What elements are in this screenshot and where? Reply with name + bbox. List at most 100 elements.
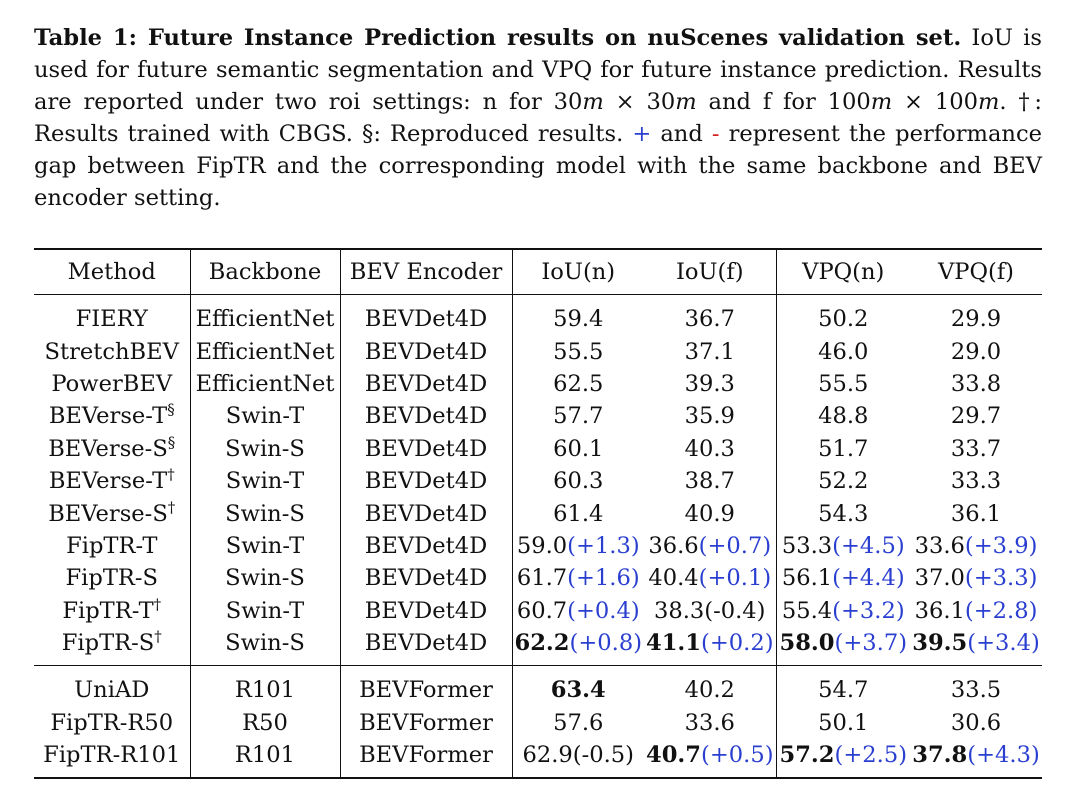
cell-gap: (+3.9) bbox=[964, 532, 1038, 559]
cell-backbone: Swin-S bbox=[190, 626, 341, 666]
cell-bev-encoder: BEVDet4D bbox=[340, 529, 513, 563]
cell-gap: (+4.3) bbox=[967, 742, 1040, 769]
cell-method: UniAD bbox=[34, 665, 191, 707]
cell-vpq-f: 29.9 bbox=[910, 295, 1042, 336]
cell-iou-f: 38.7 bbox=[644, 464, 777, 498]
cell-value: 46.0 bbox=[818, 338, 869, 365]
cell-value: 33.7 bbox=[950, 435, 1002, 462]
cell-method: BEVerse-T§ bbox=[34, 400, 191, 433]
table-row: BEVerse-S§ Swin-S BEVDet4D 60.1 40.3 51.7 33.7 bbox=[34, 432, 1042, 465]
cell-vpq-f: 29.7 bbox=[910, 400, 1042, 432]
results-table: Method Backbone BEV Encoder IoU(n) IoU(f… bbox=[34, 248, 1042, 779]
cell-iou-n: 57.6 bbox=[512, 707, 644, 739]
cell-value: 37.0 bbox=[914, 565, 965, 592]
cell-backbone-text: Swin-T bbox=[225, 597, 305, 624]
caption-unit: m bbox=[582, 89, 604, 115]
cell-value: 48.8 bbox=[818, 403, 869, 430]
cell-value: 33.8 bbox=[950, 370, 1002, 397]
cell-bev-encoder: BEVDet4D bbox=[340, 464, 513, 498]
cell-method-text: FIERY bbox=[75, 306, 148, 333]
cell-vpq-n: 54.3 bbox=[776, 497, 910, 529]
cell-backbone-text: EfficientNet bbox=[195, 338, 335, 365]
caption-text: and bbox=[651, 121, 712, 147]
header-iou-f: IoU(f) bbox=[644, 249, 777, 295]
cell-gap: (+0.2) bbox=[701, 630, 774, 657]
cell-vpq-n: 46.0 bbox=[776, 335, 910, 367]
cell-method: BEVerse-S† bbox=[34, 497, 191, 530]
cell-iou-n: 60.3 bbox=[512, 465, 644, 497]
cell-backbone-text: Swin-S bbox=[225, 435, 305, 462]
cell-value: 40.7 bbox=[645, 742, 702, 769]
cell-gap: (+0.8) bbox=[569, 630, 643, 657]
cell-value: 57.7 bbox=[553, 403, 604, 430]
cell-backbone-text: Swin-S bbox=[225, 630, 305, 657]
cell-value: 57.6 bbox=[553, 709, 604, 736]
cell-bev-encoder-text: BEVFormer bbox=[359, 677, 493, 704]
table-row: BEVerse-T† Swin-T BEVDet4D 60.3 38.7 52.2 33.3 bbox=[34, 464, 1042, 498]
header-row: Method Backbone BEV Encoder IoU(n) IoU(f… bbox=[34, 249, 1042, 295]
cell-vpq-f: 36.1(+2.8) bbox=[910, 595, 1042, 627]
cell-value: 39.5 bbox=[912, 630, 968, 657]
cell-value: 51.7 bbox=[818, 435, 869, 462]
cell-iou-n: 62.5 bbox=[512, 368, 644, 400]
cell-value: 63.4 bbox=[550, 677, 606, 704]
caption-text: and f for 100 bbox=[696, 89, 871, 115]
cell-method-text: FipTR-S bbox=[61, 630, 155, 657]
cell-vpq-n: 51.7 bbox=[776, 433, 910, 465]
cell-method-text: FipTR-R50 bbox=[50, 709, 174, 736]
cell-backbone-text: Swin-T bbox=[225, 468, 305, 495]
cell-vpq-f: 29.0 bbox=[910, 335, 1042, 367]
cell-vpq-f: 33.8 bbox=[910, 368, 1042, 400]
method-superscript: § bbox=[167, 433, 176, 452]
cell-value: 56.1 bbox=[781, 565, 833, 592]
cell-bev-encoder: BEVDet4D bbox=[340, 400, 513, 433]
cell-vpq-n: 48.8 bbox=[776, 400, 910, 432]
cell-method-text: FipTR-T bbox=[66, 532, 158, 559]
cell-method: FipTR-T† bbox=[34, 594, 191, 627]
cell-vpq-n: 52.2 bbox=[776, 465, 910, 497]
cell-iou-n: 62.2(+0.8) bbox=[512, 627, 644, 666]
cell-value: 40.9 bbox=[684, 500, 735, 527]
cell-bev-encoder-text: BEVDet4D bbox=[364, 338, 488, 365]
cell-value: 35.9 bbox=[684, 403, 735, 430]
cell-value: 30.6 bbox=[950, 709, 1002, 736]
cell-backbone-text: Swin-S bbox=[225, 500, 305, 527]
cell-bev-encoder-text: BEVFormer bbox=[359, 742, 493, 769]
cell-backbone: R101 bbox=[190, 665, 341, 707]
cell-vpq-f: 30.6 bbox=[910, 707, 1042, 739]
cell-value: 60.3 bbox=[553, 468, 604, 495]
cell-bev-encoder-text: BEVDet4D bbox=[364, 306, 488, 333]
cell-backbone: EfficientNet bbox=[190, 335, 341, 368]
cell-bev-encoder-text: BEVDet4D bbox=[364, 565, 488, 592]
cell-gap: (+4.5) bbox=[832, 532, 905, 559]
cell-iou-f: 40.7(+0.5) bbox=[644, 739, 777, 779]
cell-value: 33.5 bbox=[950, 677, 1002, 704]
cell-vpq-f: 36.1 bbox=[910, 497, 1042, 529]
cell-value: 36.1 bbox=[950, 500, 1002, 527]
table-row: FIERY EfficientNet BEVDet4D 59.4 36.7 50.2 29.… bbox=[34, 294, 1042, 336]
cell-backbone-text: Swin-T bbox=[225, 403, 305, 430]
cell-vpq-f: 33.3 bbox=[910, 465, 1042, 497]
cell-vpq-f: 39.5(+3.4) bbox=[910, 627, 1042, 666]
cell-iou-n: 57.7 bbox=[512, 400, 644, 432]
cell-gap: (+0.7) bbox=[698, 532, 772, 559]
caption-text: × 30 bbox=[603, 89, 676, 115]
cell-value: 33.6 bbox=[684, 709, 735, 736]
cell-gap: (+4.4) bbox=[832, 565, 905, 592]
cell-backbone: Swin-T bbox=[190, 400, 341, 433]
table-group-bevdet4d: FIERY EfficientNet BEVDet4D 59.4 36.7 50.2 29.… bbox=[34, 294, 1042, 666]
cell-bev-encoder: BEVDet4D bbox=[340, 335, 513, 368]
cell-method-text: StretchBEV bbox=[44, 338, 179, 365]
cell-backbone-text: R101 bbox=[234, 742, 296, 769]
cell-bev-encoder-text: BEVFormer bbox=[359, 709, 493, 736]
cell-bev-encoder: BEVDet4D bbox=[340, 626, 513, 666]
header-bev-encoder: BEV Encoder bbox=[340, 249, 513, 295]
cell-bev-encoder: BEVDet4D bbox=[340, 367, 513, 401]
cell-value: 61.7 bbox=[516, 565, 568, 592]
caption-text: IoU is used for future semantic segmenta… bbox=[34, 25, 1042, 115]
cell-value: 37.1 bbox=[684, 338, 735, 365]
cell-value: 29.7 bbox=[950, 403, 1002, 430]
cell-gap: (+1.3) bbox=[567, 532, 640, 559]
table-row: UniAD R101 BEVFormer 63.4 40.2 54.7 33.5 bbox=[34, 665, 1042, 707]
cell-value: 54.7 bbox=[818, 677, 869, 704]
